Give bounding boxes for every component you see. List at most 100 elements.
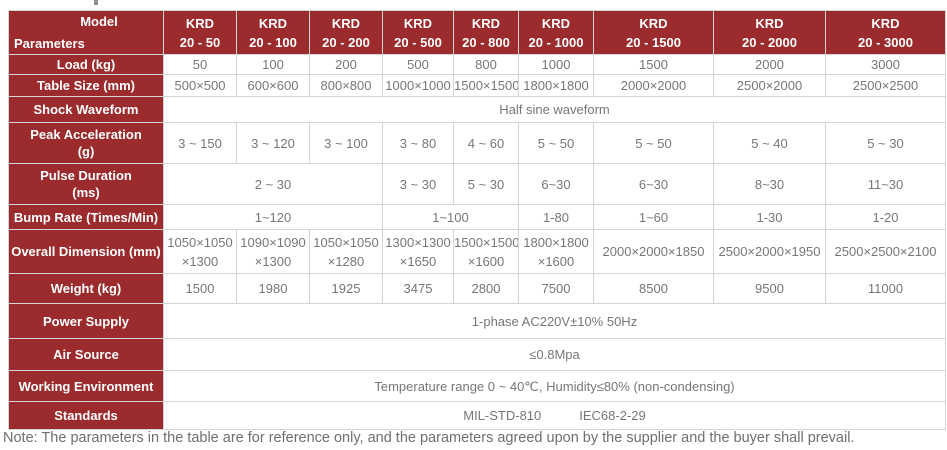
value-cell: 3 ~ 120 bbox=[236, 122, 310, 164]
column-header: KRD 20 - 100 bbox=[236, 10, 310, 55]
column-brand: KRD bbox=[185, 15, 215, 31]
power-supply-row: Power Supply 1-phase AC220V±10% 50Hz bbox=[8, 303, 946, 339]
column-brand: KRD bbox=[755, 15, 784, 31]
column-header: KRD 20 - 500 bbox=[382, 10, 454, 55]
value-cell: 1980 bbox=[236, 273, 310, 304]
row-label: Air Source bbox=[8, 338, 164, 371]
row-label: Working Environment bbox=[8, 370, 164, 402]
value-cell: 6~30 bbox=[518, 163, 594, 205]
value-cell: 1-20 bbox=[825, 204, 946, 230]
value-cell: 500 bbox=[382, 54, 454, 75]
corner-model-label: Model bbox=[80, 14, 118, 29]
value-cell: 3 ~ 30 bbox=[382, 163, 454, 205]
value-cell: 3475 bbox=[382, 273, 454, 304]
corner-wrap: Model Parameters bbox=[10, 12, 163, 54]
value-cell: 5 ~ 30 bbox=[825, 122, 946, 164]
column-brand: KRD bbox=[639, 15, 668, 31]
value-cell: 2500×2500 bbox=[825, 74, 946, 97]
value-cell: 600×600 bbox=[236, 74, 310, 97]
column-brand: KRD bbox=[471, 15, 501, 31]
value-cell: 1050×1050 ×1280 bbox=[309, 229, 383, 274]
row-label: Overall Dimension (mm) bbox=[8, 229, 164, 274]
value-cell: 1800×1800 bbox=[518, 74, 594, 97]
column-model: 20 - 500 bbox=[394, 34, 442, 50]
value-cell: 1-30 bbox=[713, 204, 826, 230]
value-cell: 2800 bbox=[453, 273, 519, 304]
value-cell: 2000 bbox=[713, 54, 826, 75]
load-row: Load (kg) 50 100 200 500 800 1000 1500 2… bbox=[8, 54, 946, 75]
value-cell: 5 ~ 30 bbox=[453, 163, 519, 205]
value-cell: 1050×1050 ×1300 bbox=[163, 229, 237, 274]
specs-table: Model Parameters KRD 20 - 50 KRD 20 - 10… bbox=[8, 10, 946, 430]
value-cell: 1925 bbox=[309, 273, 383, 304]
table-size-row: Table Size (mm) 500×500 600×600 800×800 … bbox=[8, 74, 946, 97]
value-cell-merged: 1~100 bbox=[382, 204, 519, 230]
value-cell: 1000×1000 bbox=[382, 74, 454, 97]
value-cell: 11~30 bbox=[825, 163, 946, 205]
row-label: Pulse Duration (ms) bbox=[8, 163, 164, 205]
value-cell: 1500 bbox=[593, 54, 714, 75]
column-header: KRD 20 - 1000 bbox=[518, 10, 594, 55]
row-label-line1: Peak Acceleration bbox=[30, 127, 142, 142]
value-cell: 800 bbox=[453, 54, 519, 75]
column-model: 20 - 1500 bbox=[626, 34, 681, 50]
column-brand: KRD bbox=[258, 15, 288, 31]
standard-item: IEC68-2-29 bbox=[579, 408, 646, 423]
value-cell: 6~30 bbox=[593, 163, 714, 205]
standards-list: MIL-STD-810 IEC68-2-29 bbox=[165, 407, 945, 424]
column-header: KRD 20 - 800 bbox=[453, 10, 519, 55]
value-cell-merged: MIL-STD-810 IEC68-2-29 bbox=[163, 401, 946, 430]
note-text: Note: The parameters in the table are fo… bbox=[3, 430, 855, 446]
value-cell-merged: ≤0.8Mpa bbox=[163, 338, 946, 371]
value-cell: 2500×2000×1950 bbox=[713, 229, 826, 274]
pulse-duration-row: Pulse Duration (ms) 2 ~ 30 3 ~ 30 5 ~ 30… bbox=[8, 163, 946, 205]
weight-row: Weight (kg) 1500 1980 1925 3475 2800 750… bbox=[8, 273, 946, 304]
corner-header-cell: Model Parameters bbox=[8, 10, 164, 55]
column-header: KRD 20 - 2000 bbox=[713, 10, 826, 55]
row-label: Power Supply bbox=[8, 303, 164, 339]
cropped-text-artifact bbox=[94, 0, 98, 5]
row-label-line1: Pulse Duration bbox=[40, 168, 132, 183]
value-cell: 3 ~ 100 bbox=[309, 122, 383, 164]
value-cell: 200 bbox=[309, 54, 383, 75]
column-model: 20 - 200 bbox=[322, 34, 370, 50]
column-model: 20 - 3000 bbox=[858, 34, 913, 50]
column-header: KRD 20 - 200 bbox=[309, 10, 383, 55]
value-cell: 1500×1500 ×1600 bbox=[453, 229, 519, 274]
value-cell: 9500 bbox=[713, 273, 826, 304]
row-label: Table Size (mm) bbox=[8, 74, 164, 97]
value-cell: 5 ~ 50 bbox=[518, 122, 594, 164]
shock-waveform-row: Shock Waveform Half sine waveform bbox=[8, 96, 946, 123]
value-cell: 11000 bbox=[825, 273, 946, 304]
value-cell: 1500 bbox=[163, 273, 237, 304]
row-label-line2: (ms) bbox=[72, 185, 100, 200]
value-cell: 7500 bbox=[518, 273, 594, 304]
column-model: 20 - 50 bbox=[179, 34, 221, 50]
column-model: 20 - 1000 bbox=[528, 34, 584, 50]
standard-item: MIL-STD-810 bbox=[463, 408, 542, 423]
value-cell: 500×500 bbox=[163, 74, 237, 97]
value-cell-merged: Half sine waveform bbox=[163, 96, 946, 123]
row-label: Load (kg) bbox=[8, 54, 164, 75]
value-cell: 5 ~ 50 bbox=[593, 122, 714, 164]
value-cell: 1090×1090 ×1300 bbox=[236, 229, 310, 274]
column-brand: KRD bbox=[541, 15, 571, 31]
value-cell: 2000×2000 bbox=[593, 74, 714, 97]
value-cell: 2500×2500×2100 bbox=[825, 229, 946, 274]
value-cell: 800×800 bbox=[309, 74, 383, 97]
row-label: Bump Rate (Times/Min) bbox=[8, 204, 164, 230]
value-cell: 1-80 bbox=[518, 204, 594, 230]
row-label-line2: (g) bbox=[77, 144, 95, 159]
value-cell-merged: 1~120 bbox=[163, 204, 383, 230]
value-cell: 1000 bbox=[518, 54, 594, 75]
value-cell: 8~30 bbox=[713, 163, 826, 205]
value-cell: 3000 bbox=[825, 54, 946, 75]
value-cell: 1800×1800 ×1600 bbox=[518, 229, 594, 274]
working-environment-row: Working Environment Temperature range 0 … bbox=[8, 370, 946, 402]
column-model: 20 - 800 bbox=[462, 34, 510, 50]
value-cell: 1300×1300 ×1650 bbox=[382, 229, 454, 274]
value-cell-merged: Temperature range 0 ~ 40℃, Humidity≤80% … bbox=[163, 370, 946, 402]
column-header: KRD 20 - 1500 bbox=[593, 10, 714, 55]
value-cell: 2500×2000 bbox=[713, 74, 826, 97]
